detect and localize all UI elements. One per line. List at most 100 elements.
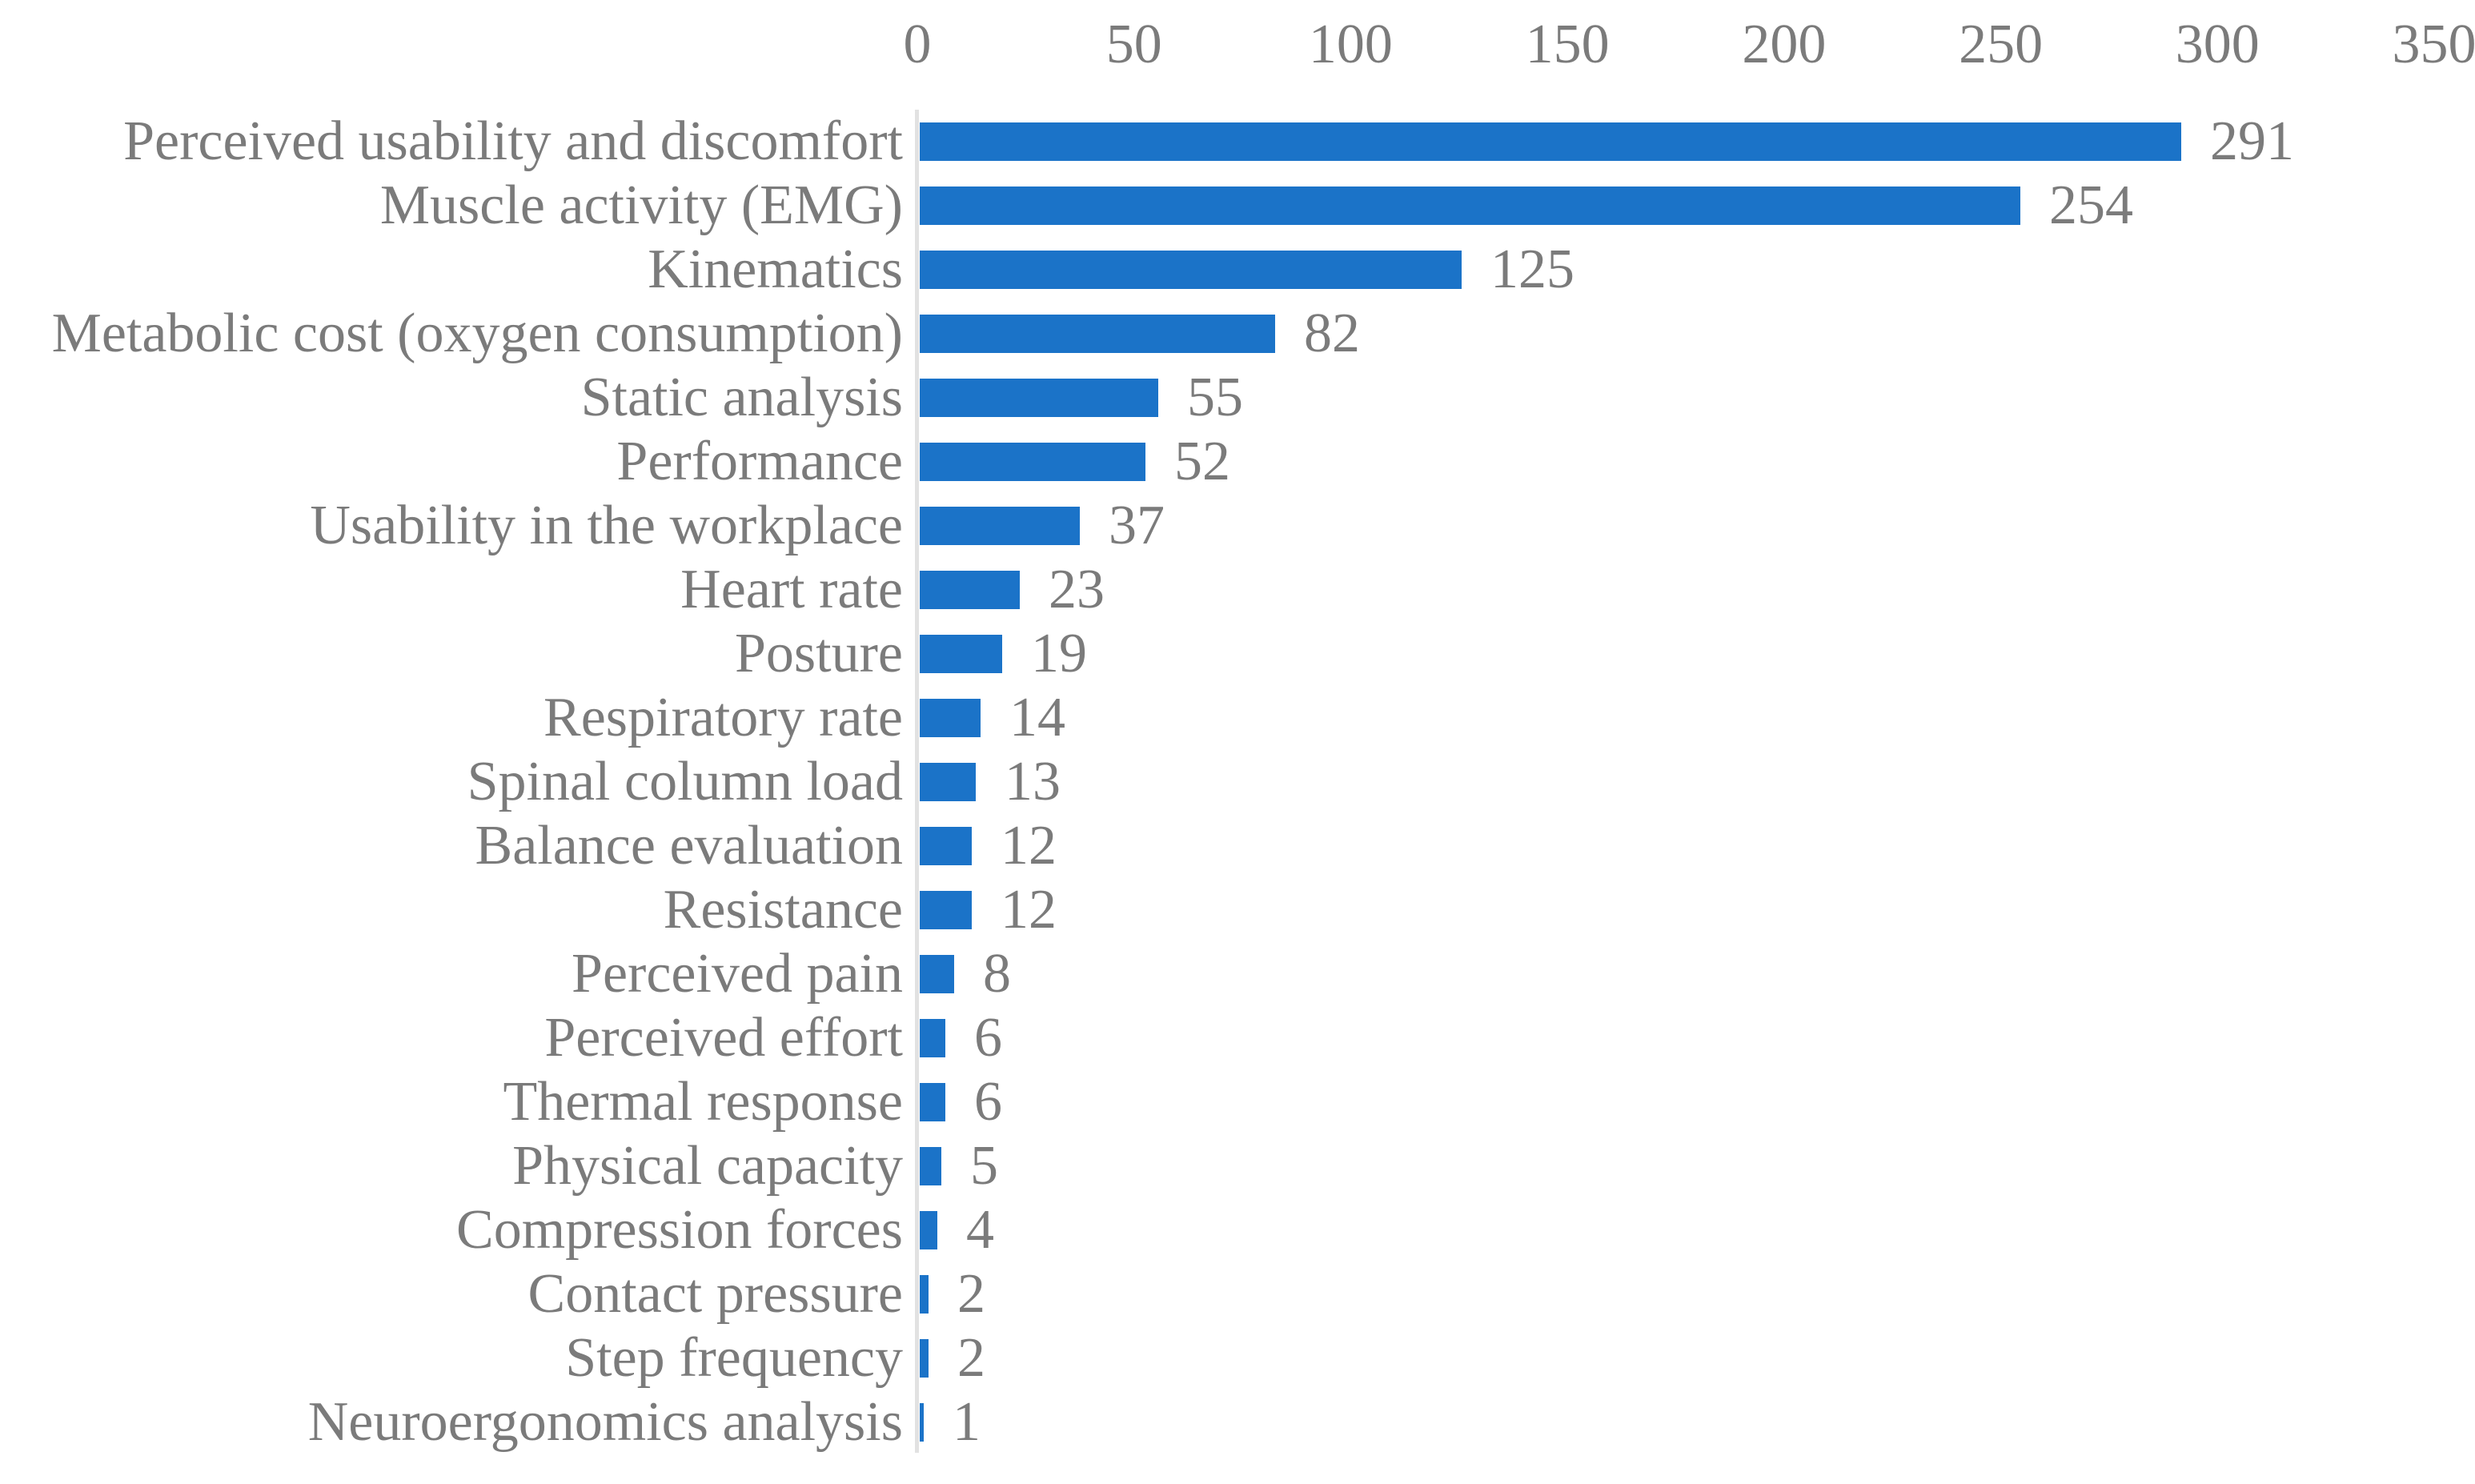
bar-row: Muscle activity (EMG) 254: [0, 174, 2475, 238]
value-label: 125: [1490, 239, 1574, 300]
bar-row: Kinematics 125: [0, 238, 2475, 302]
category-label: Respiratory rate: [544, 687, 903, 748]
axis-gap: [903, 654, 920, 655]
bar: [920, 1339, 929, 1378]
x-axis-tick: 300: [2175, 14, 2260, 75]
value-label: 19: [1031, 623, 1087, 684]
category-label: Step frequency: [565, 1327, 903, 1389]
bar: [920, 1083, 945, 1121]
value-label: 1: [953, 1391, 981, 1453]
value-label: 12: [1001, 879, 1057, 941]
bar-row: Thermal response 6: [0, 1070, 2475, 1134]
category-label: Perceived pain: [572, 943, 903, 1005]
x-axis-tick: 200: [1742, 14, 1827, 75]
bar-row: Step frequency 2: [0, 1326, 2475, 1390]
value-label: 52: [1174, 431, 1230, 492]
category-label: Heart rate: [680, 559, 903, 620]
x-axis-tick: 0: [903, 14, 932, 75]
axis-gap: [903, 1358, 920, 1359]
value-label: 14: [1009, 687, 1065, 748]
axis-gap: [903, 718, 920, 719]
bar: [920, 1275, 929, 1314]
bar: [920, 443, 1145, 481]
value-label: 2: [957, 1327, 985, 1389]
category-label: Performance: [616, 431, 903, 492]
category-label: Neuroergonomics analysis: [307, 1391, 903, 1453]
axis-gap: [903, 1166, 920, 1167]
bar-row: Static analysis 55: [0, 366, 2475, 430]
bar: [920, 571, 1020, 609]
axis-gap: [903, 1102, 920, 1103]
value-label: 2: [957, 1263, 985, 1325]
bar: [920, 315, 1275, 353]
bar: [920, 1147, 941, 1185]
bar-row: Perceived pain 8: [0, 942, 2475, 1006]
category-axis-line: [915, 110, 919, 1453]
axis-gap: [903, 846, 920, 847]
axis-gap: [903, 1230, 920, 1231]
bar-rows: Perceived usability and discomfort 291 M…: [0, 110, 2475, 1454]
bar-row: Neuroergonomics analysis 1: [0, 1390, 2475, 1454]
x-axis-tick-labels: 0 50 100 150 200 250 300 350: [904, 6, 2475, 83]
bar-row: Metabolic cost (oxygen consumption) 82: [0, 302, 2475, 366]
value-label: 6: [974, 1071, 1002, 1133]
bar-row: Balance evaluation 12: [0, 814, 2475, 878]
bar: [920, 827, 972, 865]
bar: [920, 122, 2181, 161]
bar: [920, 507, 1080, 545]
value-label: 5: [970, 1135, 998, 1197]
category-label: Physical capacity: [512, 1135, 903, 1197]
bar-row: Perceived effort 6: [0, 1006, 2475, 1070]
x-axis-tick: 150: [1525, 14, 1610, 75]
category-label: Contact pressure: [527, 1263, 903, 1325]
axis-gap: [903, 398, 920, 399]
bar-row: Resistance 12: [0, 878, 2475, 942]
axis-gap: [903, 270, 920, 271]
value-label: 254: [2049, 174, 2133, 236]
bar-row: Performance 52: [0, 430, 2475, 494]
category-label: Posture: [735, 623, 903, 684]
category-label: Kinematics: [648, 239, 903, 300]
axis-gap: [903, 334, 920, 335]
axis-gap: [903, 206, 920, 207]
bar-row: Heart rate 23: [0, 558, 2475, 622]
bar-row: Physical capacity 5: [0, 1134, 2475, 1198]
bar-row: Posture 19: [0, 622, 2475, 686]
category-label: Static analysis: [580, 367, 903, 428]
category-label: Compression forces: [456, 1199, 903, 1261]
bar: [920, 251, 1462, 289]
bar: [920, 1403, 924, 1442]
x-axis-tick: 250: [1959, 14, 2044, 75]
axis-gap: [903, 1422, 920, 1423]
category-label: Thermal response: [503, 1071, 903, 1133]
category-label: Usability in the workplace: [310, 495, 903, 556]
bar-row: Compression forces 4: [0, 1198, 2475, 1262]
category-label: Metabolic cost (oxygen consumption): [51, 303, 903, 364]
value-label: 12: [1001, 815, 1057, 876]
bar-row: Perceived usability and discomfort 291: [0, 110, 2475, 174]
axis-gap: [903, 974, 920, 975]
category-label: Muscle activity (EMG): [379, 174, 903, 236]
value-label: 4: [966, 1199, 994, 1261]
axis-gap: [903, 526, 920, 527]
category-label: Perceived effort: [544, 1007, 903, 1069]
category-label: Resistance: [663, 879, 903, 941]
value-label: 55: [1187, 367, 1243, 428]
bar: [920, 891, 972, 929]
bar: [920, 1019, 945, 1057]
bar-row: Usability in the workplace 37: [0, 494, 2475, 558]
bar: [920, 699, 981, 737]
bar-row: Contact pressure 2: [0, 1262, 2475, 1326]
bar: [920, 635, 1002, 673]
axis-gap: [903, 782, 920, 783]
x-axis-tick: 350: [2392, 14, 2475, 75]
value-label: 23: [1049, 559, 1105, 620]
bar: [920, 955, 954, 993]
axis-gap: [903, 1038, 920, 1039]
category-label: Spinal column load: [467, 751, 903, 812]
value-label: 291: [2210, 110, 2294, 172]
axis-gap: [903, 462, 920, 463]
category-label: Balance evaluation: [475, 815, 903, 876]
bar: [920, 763, 976, 801]
axis-gap: [903, 590, 920, 591]
